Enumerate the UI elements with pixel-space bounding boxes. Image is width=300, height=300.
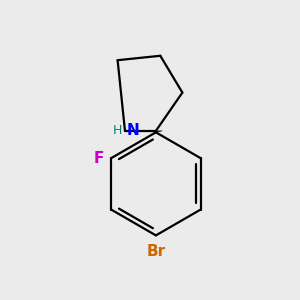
- Text: H: H: [113, 124, 122, 137]
- Polygon shape: [149, 131, 162, 132]
- Text: N: N: [126, 123, 139, 138]
- Text: Br: Br: [146, 244, 166, 259]
- Text: F: F: [94, 151, 104, 166]
